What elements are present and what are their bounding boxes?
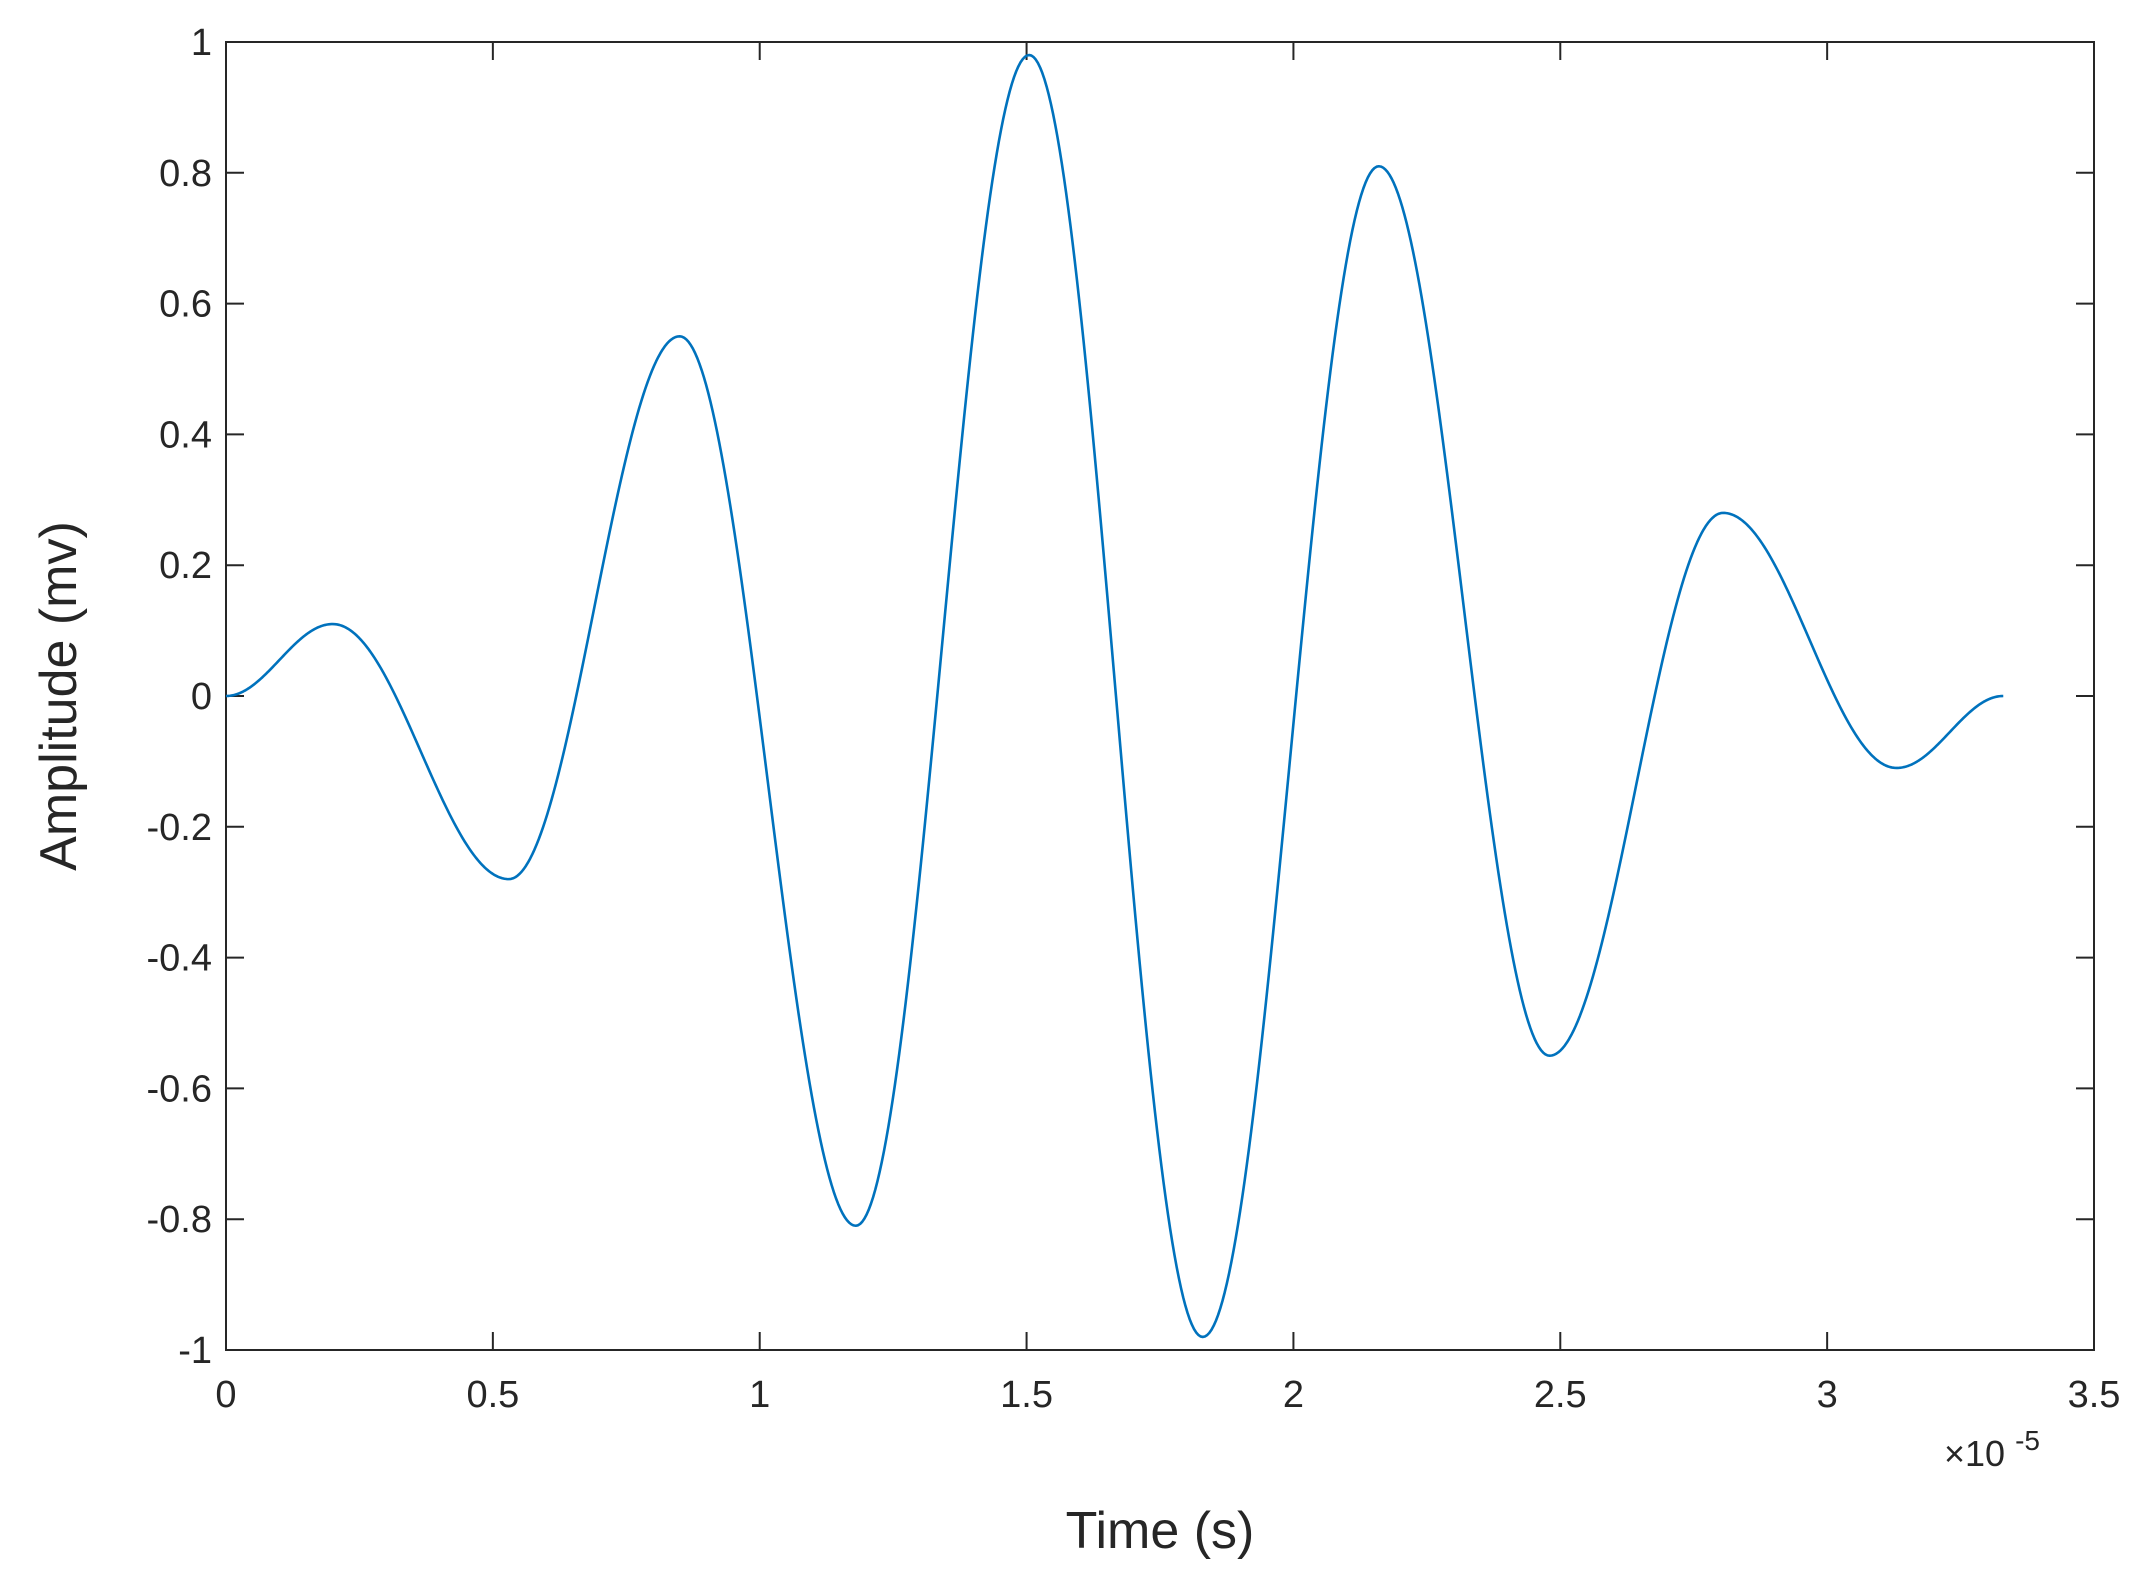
x-tick-label: 3 [1817, 1374, 1838, 1416]
y-tick-label: -0.2 [147, 807, 212, 849]
y-tick-label: 0.2 [159, 545, 212, 587]
x-exponent-power: -5 [2015, 1425, 2040, 1456]
y-tick-label: -1 [178, 1330, 212, 1372]
y-tick-label: -0.6 [147, 1068, 212, 1110]
x-tick-label: 0.5 [466, 1374, 519, 1416]
series-layer [225, 53, 2004, 1339]
x-tick-label: 3.5 [2068, 1374, 2121, 1416]
x-tick-label: 2.5 [1534, 1374, 1587, 1416]
y-tick-label: -0.8 [147, 1199, 212, 1241]
ticks-layer: 0 0.5 1 1.5 2 2.5 3 3.5 -1 -0.8 -0.6 -0.4 -0.2 0 0.2 0.… [147, 22, 2121, 1416]
y-tick-label: 1 [191, 22, 212, 64]
y-tick-label: 0.6 [159, 284, 212, 326]
series-line [225, 53, 2004, 1339]
y-axis-label: Amplitude (mv) [30, 521, 88, 871]
x-tick-label: 1 [749, 1374, 770, 1416]
x-tick-label: 2 [1283, 1374, 1304, 1416]
x-exponent-label: ×10 -5 [1944, 1425, 2040, 1474]
y-tick-label: 0.8 [159, 153, 212, 195]
x-axis-label: Time (s) [1066, 1502, 1255, 1560]
x-exponent-base: ×10 [1944, 1433, 2005, 1474]
labels-layer: Time (s) Amplitude (mv) ×10 -5 [30, 521, 2040, 1560]
x-tick-label: 1.5 [1000, 1374, 1053, 1416]
y-tick-label: 0 [191, 676, 212, 718]
y-tick-label: 0.4 [159, 414, 212, 456]
x-tick-label: 0 [215, 1374, 236, 1416]
y-tick-label: -0.4 [147, 938, 212, 980]
